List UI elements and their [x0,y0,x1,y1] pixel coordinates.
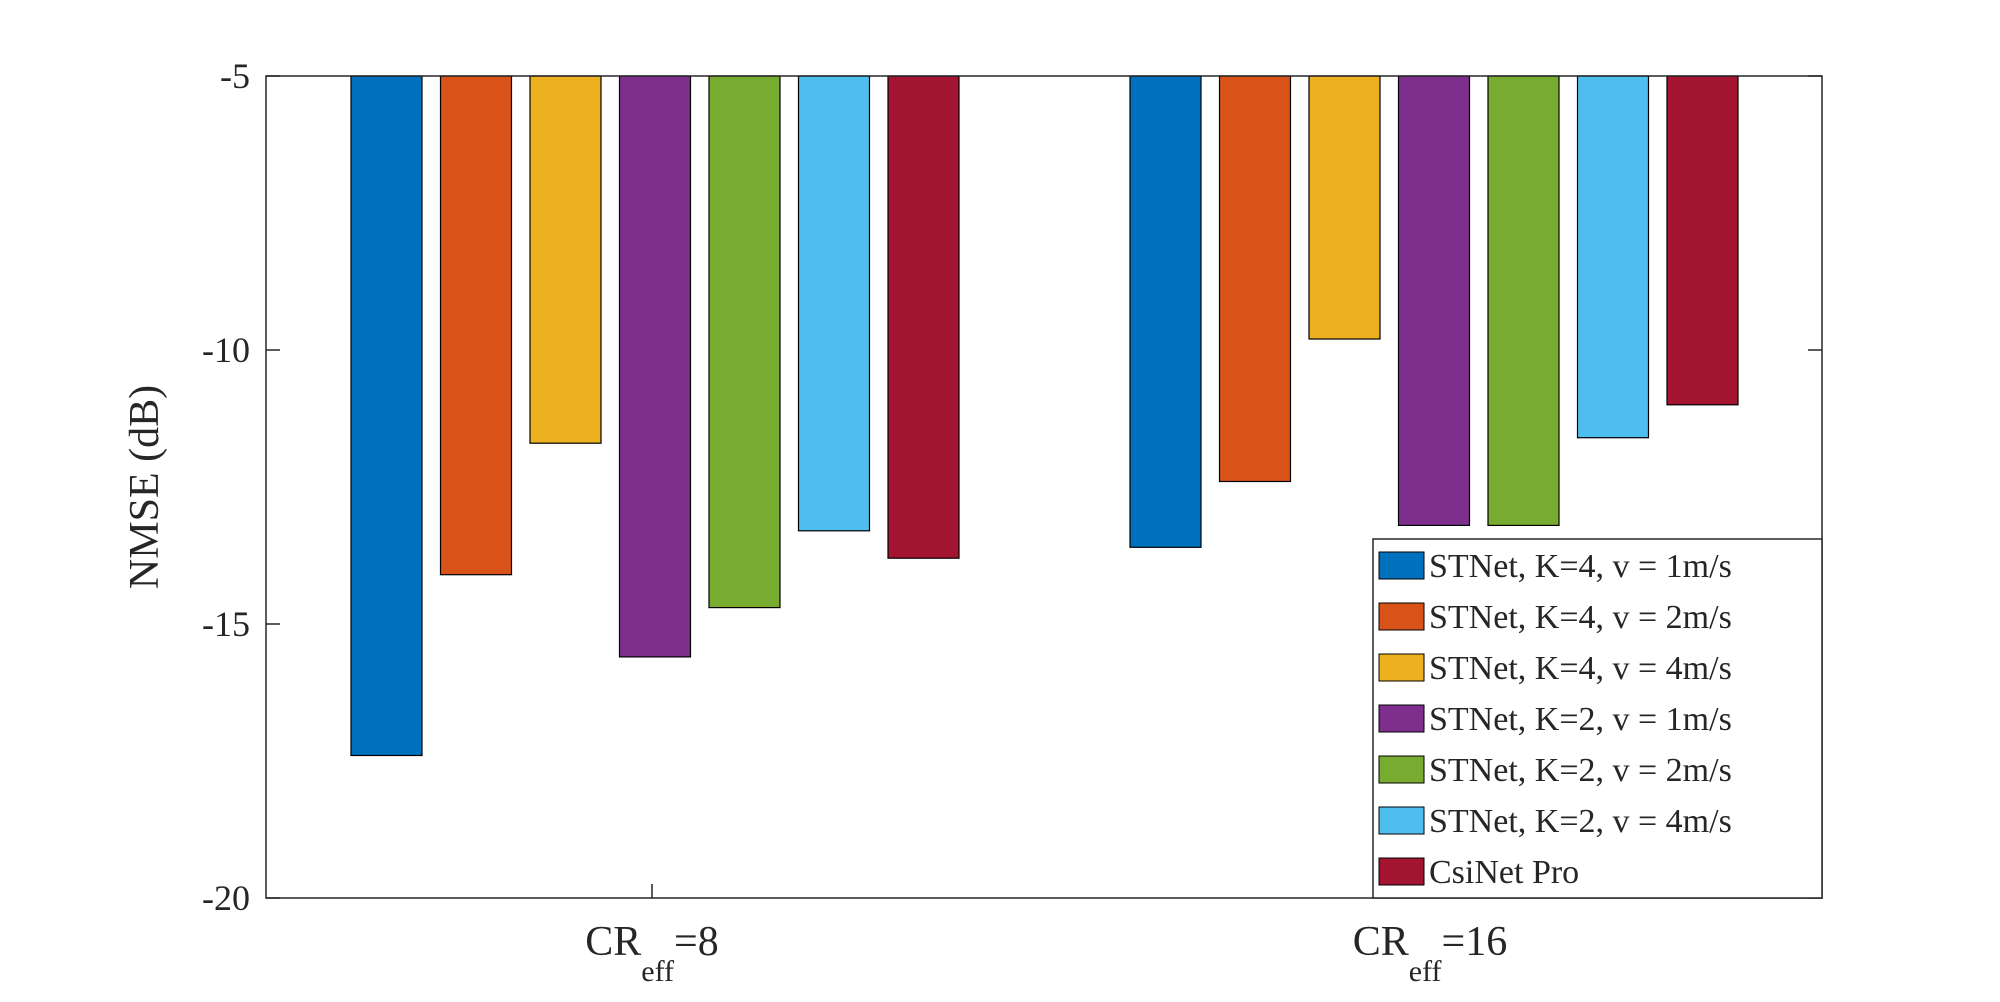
legend-label-6: CsiNet Pro [1429,854,1579,891]
legend-swatch-4 [1378,755,1425,784]
legend-box [1372,538,1823,899]
bar-6-0 [887,75,960,559]
bar-3-0 [618,75,692,658]
x-category-label-1: CReff=16 [1353,919,1507,988]
y-tick-label-2: -15 [202,604,250,644]
x-axis: CReff=8 CReff=16 [585,884,1507,988]
bar-2-0 [529,75,602,444]
legend-swatch-0 [1378,551,1425,580]
bar-3-1 [1397,75,1471,526]
legend-label-2: STNet, K=4, v = 4m/s [1429,650,1732,687]
bar-0-0 [350,75,423,757]
legend-swatch-5 [1378,806,1425,835]
y-tick-label-3: -20 [202,878,250,918]
bar-2-1 [1308,75,1381,340]
bar-0-1 [1129,75,1202,548]
legend: STNet, K=4, v = 1m/s STNet, K=4, v = 2m/s… [1372,538,1823,899]
bar-4-1 [1487,75,1560,526]
legend-label-4: STNet, K=2, v = 2m/s [1429,752,1732,789]
bars-group [350,75,1739,757]
legend-swatch-3 [1378,704,1425,733]
y-tick-label-0: -5 [220,56,250,96]
legend-label-3: STNet, K=2, v = 1m/s [1429,701,1732,738]
bar-1-0 [439,75,513,576]
y-tick-label-1: -10 [202,330,250,370]
x-category-label-0: CReff=8 [585,919,718,988]
plot-area-frame [265,75,1823,899]
legend-swatch-6 [1378,857,1425,886]
y-axis-label: NMSE (dB) [122,385,168,589]
bar-5-0 [797,75,871,532]
bar-6-1 [1666,75,1739,406]
y-axis: -5 -10 -15 -20 [202,56,1822,918]
legend-label-0: STNet, K=4, v = 1m/s [1429,548,1732,585]
bar-1-1 [1218,75,1292,483]
bar-5-1 [1576,75,1650,439]
legend-label-5: STNet, K=2, v = 4m/s [1429,803,1732,840]
legend-label-1: STNet, K=4, v = 2m/s [1429,599,1732,636]
bar-4-0 [708,75,781,609]
legend-swatch-1 [1378,602,1425,631]
legend-swatch-2 [1378,653,1425,682]
